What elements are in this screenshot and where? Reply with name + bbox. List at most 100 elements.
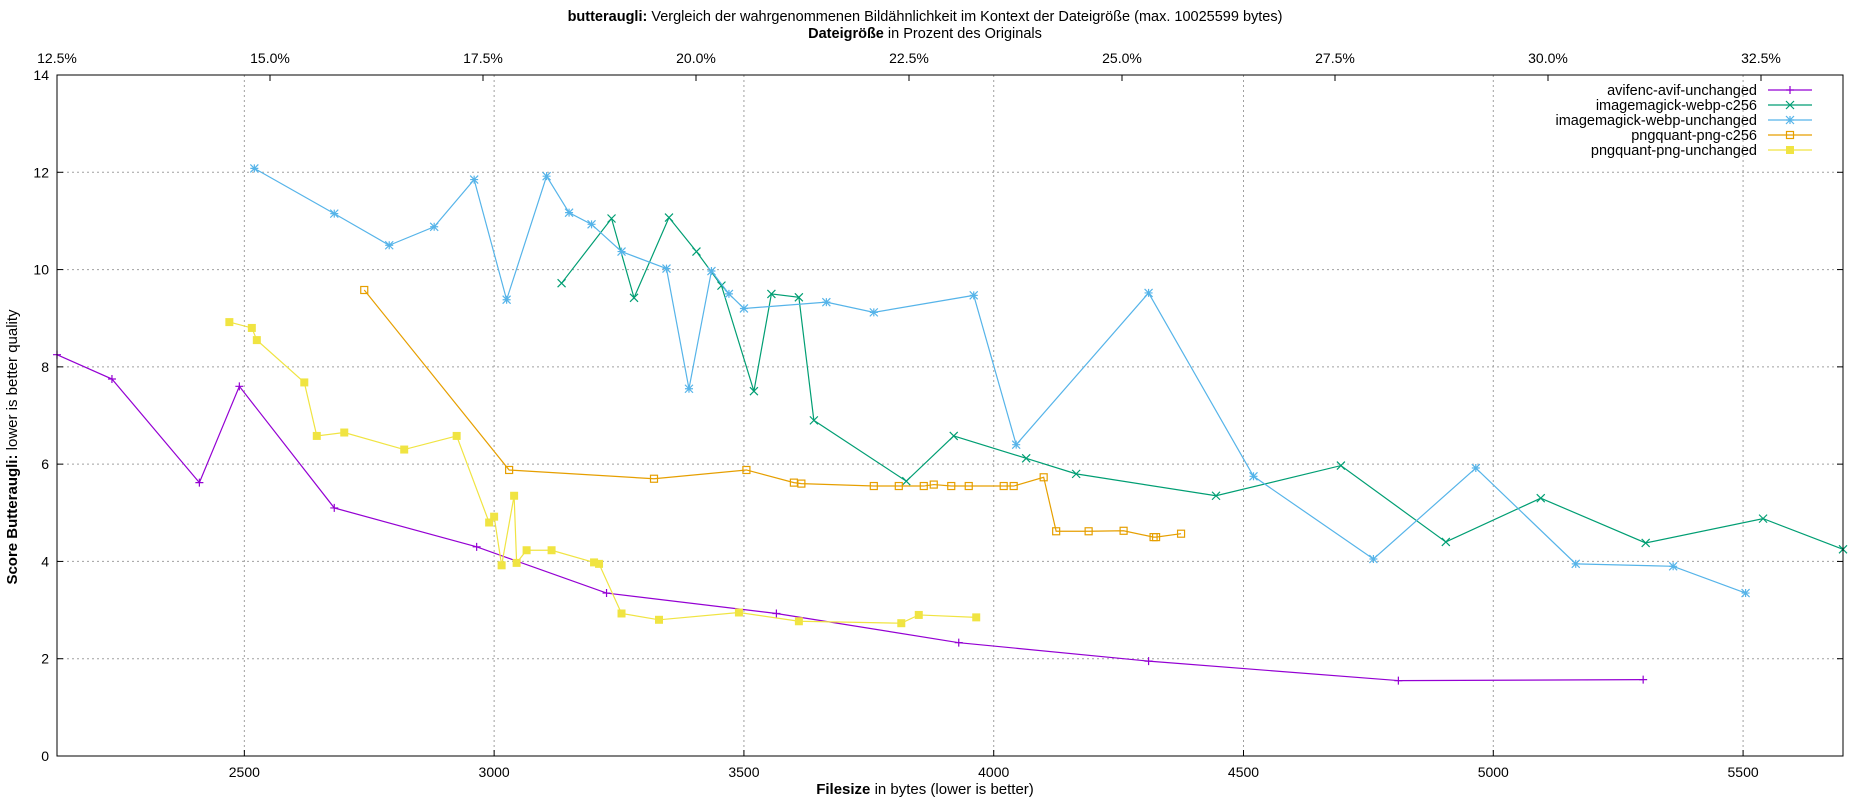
square-marker (1009, 481, 1018, 491)
star-marker (429, 222, 439, 232)
star-marker (1741, 588, 1751, 598)
filled-square-marker (247, 323, 256, 332)
plot-frame (56, 74, 1844, 757)
series-imagemagick-webp-unchanged (249, 163, 1751, 598)
filled-square-marker (734, 608, 743, 617)
cross-marker (749, 386, 759, 396)
star-marker (249, 163, 259, 173)
filled-square-marker (897, 619, 906, 628)
square-marker (1176, 529, 1186, 538)
y-tick-label: 8 (41, 359, 49, 375)
square-marker (1084, 527, 1093, 536)
cross-marker (692, 247, 701, 256)
star-marker (969, 290, 979, 300)
plus-marker (195, 478, 204, 487)
cross-marker (1758, 514, 1768, 524)
star-marker (542, 171, 552, 181)
chart-subtitle-bold: Dateigröße (808, 26, 884, 42)
x-axis-label: Filesize in bytes (lower is better) (816, 781, 1034, 798)
filled-square-marker (497, 561, 506, 570)
filled-square-marker (452, 431, 461, 440)
chart-title-rest: Vergleich der wahrgenommenen Bildähnlich… (647, 9, 1282, 25)
filled-square-marker (654, 615, 663, 624)
series-line (254, 167, 1746, 594)
plus-marker (602, 589, 611, 598)
series-pngquant-png-unchanged (225, 318, 981, 628)
filled-square-marker (1786, 146, 1794, 154)
filled-square-marker (225, 318, 234, 327)
star-marker (502, 295, 512, 305)
square-marker (1052, 527, 1061, 536)
series-line (56, 354, 1644, 682)
grid-lines (57, 75, 1843, 756)
star-marker (684, 384, 694, 394)
x-axis-label-bold: Filesize (816, 781, 870, 798)
plus-marker (235, 382, 244, 391)
y-tick-label: 10 (33, 262, 49, 278)
x-tick-label: 5500 (1728, 764, 1759, 780)
legend: avifenc-avif-unchangedimagemagick-webp-c… (1555, 83, 1812, 159)
star-marker (1368, 554, 1378, 564)
x-tick-label: 3000 (479, 764, 510, 780)
chart-title-bold: butteraugli: (568, 9, 648, 25)
square-marker (505, 465, 514, 475)
x2-tick-label: 20.0% (676, 50, 716, 66)
square-marker (1785, 130, 1795, 140)
square-marker (964, 481, 973, 491)
star-marker (1668, 561, 1678, 571)
star-marker (587, 219, 596, 229)
x2-tick-label: 15.0% (250, 50, 290, 66)
square-marker (742, 465, 751, 475)
legend-label: avifenc-avif-unchanged (1607, 83, 1757, 99)
legend-label: imagemagick-webp-unchanged (1555, 113, 1757, 129)
star-marker (739, 304, 749, 313)
series-layer (53, 163, 1848, 685)
cross-marker (1071, 469, 1081, 479)
star-marker (869, 307, 879, 317)
y-tick-label: 6 (41, 456, 49, 472)
cross-marker (664, 213, 674, 222)
series-avifenc-avif-unchanged (53, 350, 1648, 685)
plus-marker (954, 638, 963, 647)
cross-marker (1441, 537, 1451, 547)
cross-marker (809, 415, 819, 425)
filled-square-marker (914, 610, 923, 619)
x-tick-label: 3500 (728, 764, 759, 780)
filled-square-marker (252, 336, 261, 345)
star-marker (1144, 288, 1154, 298)
x2-tick-label: 25.0% (1102, 50, 1142, 66)
filled-square-marker (490, 512, 499, 521)
plus-marker (1639, 675, 1648, 684)
filled-square-marker (522, 546, 531, 555)
cross-marker (1641, 538, 1651, 548)
chart-title: butteraugli: Vergleich der wahrgenommene… (568, 9, 1283, 25)
cross-marker (607, 214, 616, 223)
x-tick-label: 5000 (1478, 764, 1509, 780)
star-marker (724, 289, 734, 299)
plus-marker (107, 375, 116, 384)
filled-square-marker (340, 428, 349, 437)
filled-square-marker (485, 518, 494, 527)
cross-marker (629, 293, 639, 303)
legend-label: imagemagick-webp-c256 (1596, 98, 1757, 114)
x2-tick-label: 30.0% (1528, 50, 1568, 66)
legend-label: pngquant-png-c256 (1631, 128, 1757, 144)
filled-square-marker (972, 613, 981, 622)
series-line (229, 321, 977, 624)
plus-marker (772, 609, 781, 618)
series-pngquant-png-c256 (360, 285, 1186, 542)
y-tick-label: 14 (33, 67, 49, 83)
cross-marker (1785, 100, 1795, 110)
filled-square-marker (300, 378, 309, 387)
filled-square-marker (595, 559, 604, 568)
square-marker (894, 481, 903, 491)
y-tick-label: 12 (33, 164, 49, 180)
chart-subtitle: Dateigröße in Prozent des Originals (808, 26, 1042, 42)
y-tick-label: 4 (41, 553, 49, 569)
plus-marker (1786, 86, 1794, 94)
star-marker (707, 266, 716, 276)
square-marker (1119, 526, 1128, 535)
y-axis-label: Score Butteraugli: lower is better quali… (4, 309, 21, 585)
series-line (561, 216, 1844, 550)
star-marker (1785, 115, 1795, 125)
